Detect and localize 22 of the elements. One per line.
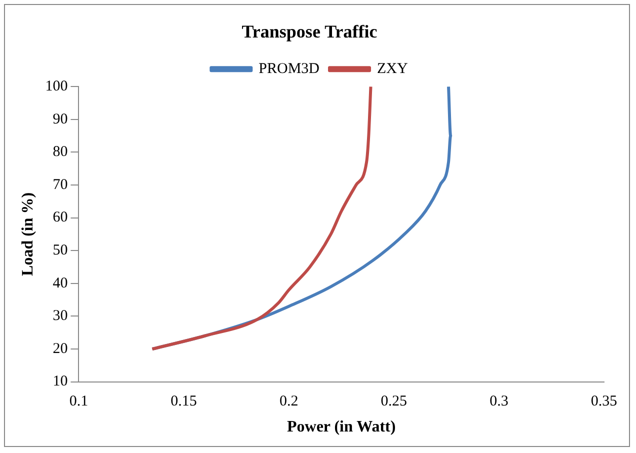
x-tick-label: 0.35 [590, 394, 618, 410]
y-axis-title: Load (in %) [20, 192, 37, 276]
y-tick-label: 20 [52, 340, 68, 357]
y-tick-label: 100 [45, 78, 68, 95]
legend-label: ZXY [377, 61, 408, 78]
y-tick-label: 70 [52, 176, 68, 193]
y-tick-label: 40 [52, 275, 68, 292]
line-series [150, 86, 372, 350]
x-tick-label: 0.15 [170, 394, 197, 410]
y-tick-label: 60 [52, 210, 68, 226]
y-tick-label: 80 [52, 144, 68, 160]
y-tick-label: 90 [52, 111, 68, 128]
x-axis-title: Power (in Watt) [286, 418, 396, 436]
y-tick-label: 30 [52, 308, 68, 324]
x-tick-label: 0.3 [490, 394, 508, 410]
chart-title: Transpose Traffic [242, 21, 378, 42]
legend-label: PROM3D [258, 61, 320, 78]
x-tick-label: 0.2 [279, 394, 298, 410]
y-tick-label: 10 [52, 374, 68, 390]
y-tick-label: 50 [52, 242, 68, 259]
x-tick-label: 0.1 [69, 394, 88, 410]
x-tick-label: 0.25 [380, 394, 408, 410]
